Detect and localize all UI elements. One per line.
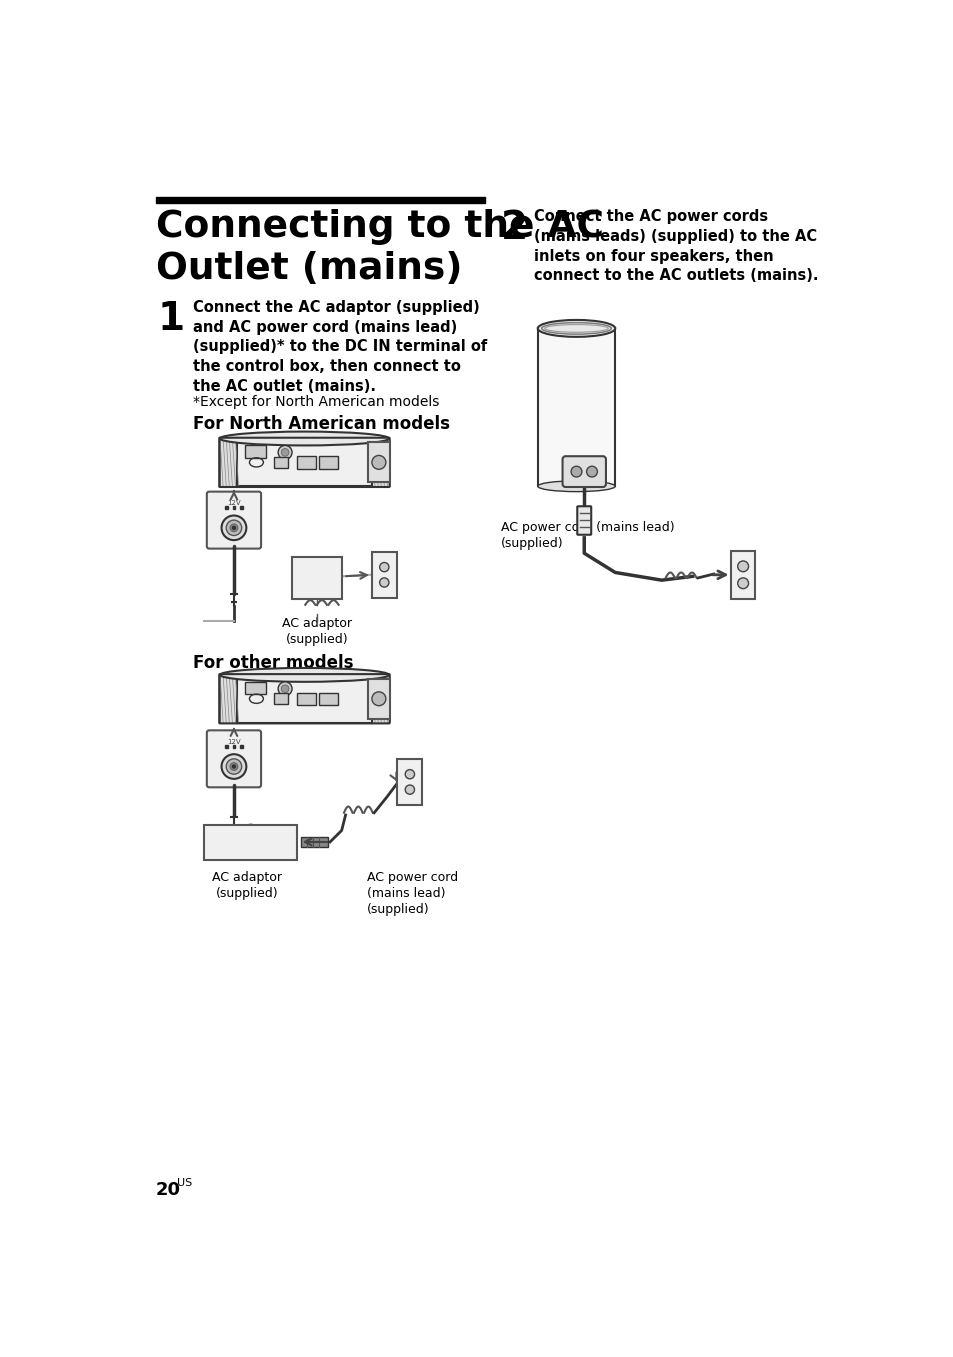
Text: For North American models: For North American models	[193, 415, 450, 433]
FancyBboxPatch shape	[562, 456, 605, 487]
Ellipse shape	[220, 668, 389, 681]
Text: 2: 2	[500, 209, 527, 247]
FancyBboxPatch shape	[274, 693, 288, 704]
FancyBboxPatch shape	[245, 445, 266, 457]
Bar	[155, 198, 484, 204]
Text: 12V: 12V	[227, 738, 240, 745]
Text: *Except for North American models: *Except for North American models	[193, 395, 438, 410]
Circle shape	[372, 692, 385, 706]
Text: 12V: 12V	[227, 501, 240, 506]
Ellipse shape	[220, 432, 389, 445]
Bar	[220, 438, 236, 486]
Text: US: US	[177, 1178, 193, 1189]
Circle shape	[230, 524, 237, 532]
FancyBboxPatch shape	[577, 506, 591, 535]
Ellipse shape	[541, 323, 611, 334]
Bar	[301, 836, 328, 847]
Bar	[537, 328, 615, 486]
Circle shape	[226, 759, 241, 775]
Bar	[220, 674, 236, 723]
Text: AC power cord
(mains lead)
(supplied): AC power cord (mains lead) (supplied)	[367, 871, 457, 916]
FancyBboxPatch shape	[274, 457, 288, 468]
Text: Connecting to the AC
Outlet (mains): Connecting to the AC Outlet (mains)	[155, 209, 603, 286]
FancyBboxPatch shape	[297, 456, 315, 468]
Circle shape	[221, 754, 246, 779]
Circle shape	[226, 520, 241, 536]
Circle shape	[405, 769, 415, 779]
Circle shape	[571, 467, 581, 478]
Ellipse shape	[544, 324, 608, 332]
Bar	[731, 551, 754, 598]
Text: AC power cord (mains lead)
(supplied): AC power cord (mains lead) (supplied)	[500, 521, 674, 550]
Circle shape	[281, 449, 289, 456]
Circle shape	[586, 467, 597, 478]
Text: AC adaptor
(supplied): AC adaptor (supplied)	[281, 617, 352, 646]
Circle shape	[405, 784, 415, 794]
Text: Connect the AC adaptor (supplied)
and AC power cord (mains lead)
(supplied)* to : Connect the AC adaptor (supplied) and AC…	[193, 300, 487, 394]
Bar	[372, 438, 389, 486]
Circle shape	[221, 516, 246, 540]
FancyBboxPatch shape	[297, 692, 315, 704]
Circle shape	[230, 763, 237, 771]
Circle shape	[379, 578, 389, 588]
Text: AC adaptor
(supplied): AC adaptor (supplied)	[212, 871, 282, 900]
FancyBboxPatch shape	[319, 692, 337, 704]
Bar	[368, 442, 390, 482]
Text: 20: 20	[155, 1181, 180, 1198]
Ellipse shape	[537, 480, 615, 491]
Ellipse shape	[537, 320, 615, 337]
Circle shape	[737, 560, 748, 571]
Text: 1: 1	[157, 300, 184, 338]
Circle shape	[372, 456, 385, 470]
Bar	[236, 438, 372, 486]
FancyBboxPatch shape	[245, 681, 266, 695]
FancyBboxPatch shape	[207, 491, 261, 548]
Bar	[204, 825, 297, 860]
Text: For other models: For other models	[193, 654, 353, 672]
Bar	[292, 558, 341, 598]
Circle shape	[379, 562, 389, 571]
FancyBboxPatch shape	[319, 456, 337, 468]
Bar	[397, 759, 422, 805]
FancyBboxPatch shape	[207, 730, 261, 787]
Circle shape	[278, 681, 292, 696]
Circle shape	[281, 685, 289, 692]
Bar	[236, 674, 372, 723]
Circle shape	[233, 527, 235, 529]
Bar	[372, 552, 396, 598]
Circle shape	[737, 578, 748, 589]
Circle shape	[233, 765, 235, 768]
Circle shape	[278, 445, 292, 459]
Bar	[368, 678, 390, 719]
Text: Connect the AC power cords
(mains leads) (supplied) to the AC
inlets on four spe: Connect the AC power cords (mains leads)…	[534, 209, 818, 284]
Bar	[372, 674, 389, 723]
